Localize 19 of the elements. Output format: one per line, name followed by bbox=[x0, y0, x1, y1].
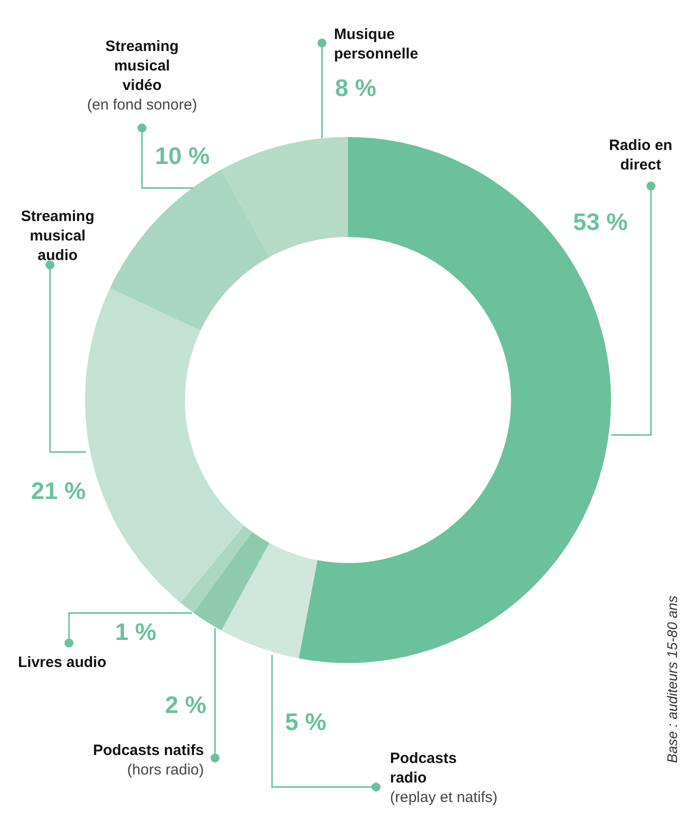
slice-label: Streaming musical audio bbox=[21, 208, 94, 264]
donut-slice bbox=[180, 526, 252, 613]
text: Base : auditeurs 15-80 ans bbox=[664, 596, 680, 763]
data-label: 10 % bbox=[155, 143, 210, 170]
slice-label: Musique personnelle bbox=[334, 26, 418, 62]
slice-label: Radio en direct bbox=[609, 137, 672, 174]
slice-label: Livres audio bbox=[18, 654, 106, 671]
data-label: 8 % bbox=[335, 75, 376, 102]
slice-label: Streaming musical vidéo (en fond sonore) bbox=[87, 38, 198, 114]
data-label: 53 % bbox=[573, 209, 628, 236]
donut-slice bbox=[193, 532, 270, 630]
slice-label: Podcasts radio (replay et natifs) bbox=[390, 750, 498, 806]
data-label: 5 % bbox=[285, 709, 326, 736]
data-label: 2 % bbox=[165, 692, 206, 719]
data-label: 21 % bbox=[31, 478, 86, 505]
donut-slice bbox=[221, 542, 318, 658]
slice-label: Podcasts natifs (hors radio) bbox=[93, 742, 204, 778]
data-label: 1 % bbox=[115, 619, 156, 646]
donut-slice bbox=[85, 288, 244, 603]
